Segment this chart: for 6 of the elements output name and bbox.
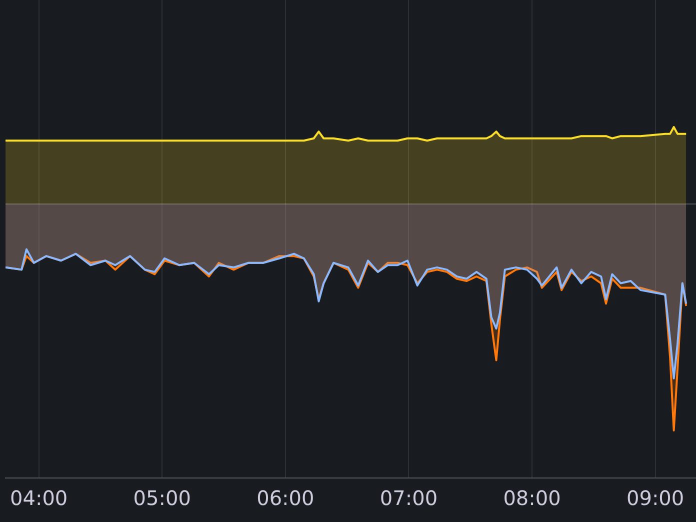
x-tick-label: 05:00 [133,486,191,510]
x-tick-label: 09:00 [626,486,684,510]
x-tick-label: 06:00 [256,486,314,510]
x-tick-label: 04:00 [10,486,68,510]
x-tick-label: 07:00 [380,486,438,510]
x-tick-label: 08:00 [503,486,561,510]
